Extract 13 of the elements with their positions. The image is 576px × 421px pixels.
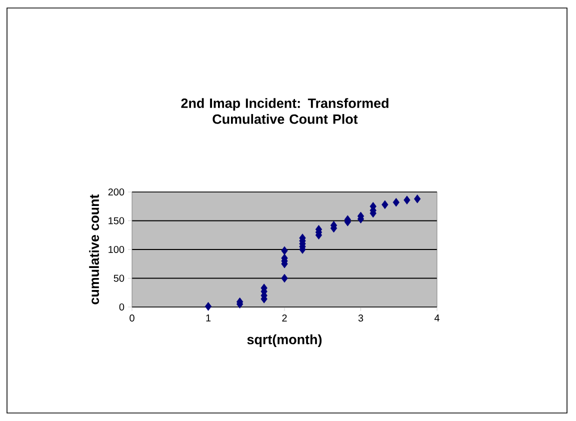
x-axis-title: sqrt(month) bbox=[247, 334, 322, 347]
x-tick-label: 0 bbox=[130, 314, 134, 322]
x-tick-label: 2 bbox=[282, 314, 287, 322]
chart-title: 2nd Imap Incident: Transformed Cumulative Count Plot bbox=[181, 98, 388, 124]
x-tick-label: 1 bbox=[206, 314, 211, 322]
y-tick-label: 150 bbox=[108, 217, 124, 224]
y-tick-label: 50 bbox=[114, 274, 124, 282]
y-tick-label: 200 bbox=[108, 188, 124, 196]
y-axis-title: cumulative count bbox=[89, 194, 100, 304]
x-tick-label: 4 bbox=[434, 314, 440, 322]
y-tick-label: 0 bbox=[119, 303, 124, 311]
y-tick-label: 100 bbox=[108, 246, 124, 254]
x-tick-label: 3 bbox=[358, 314, 364, 322]
